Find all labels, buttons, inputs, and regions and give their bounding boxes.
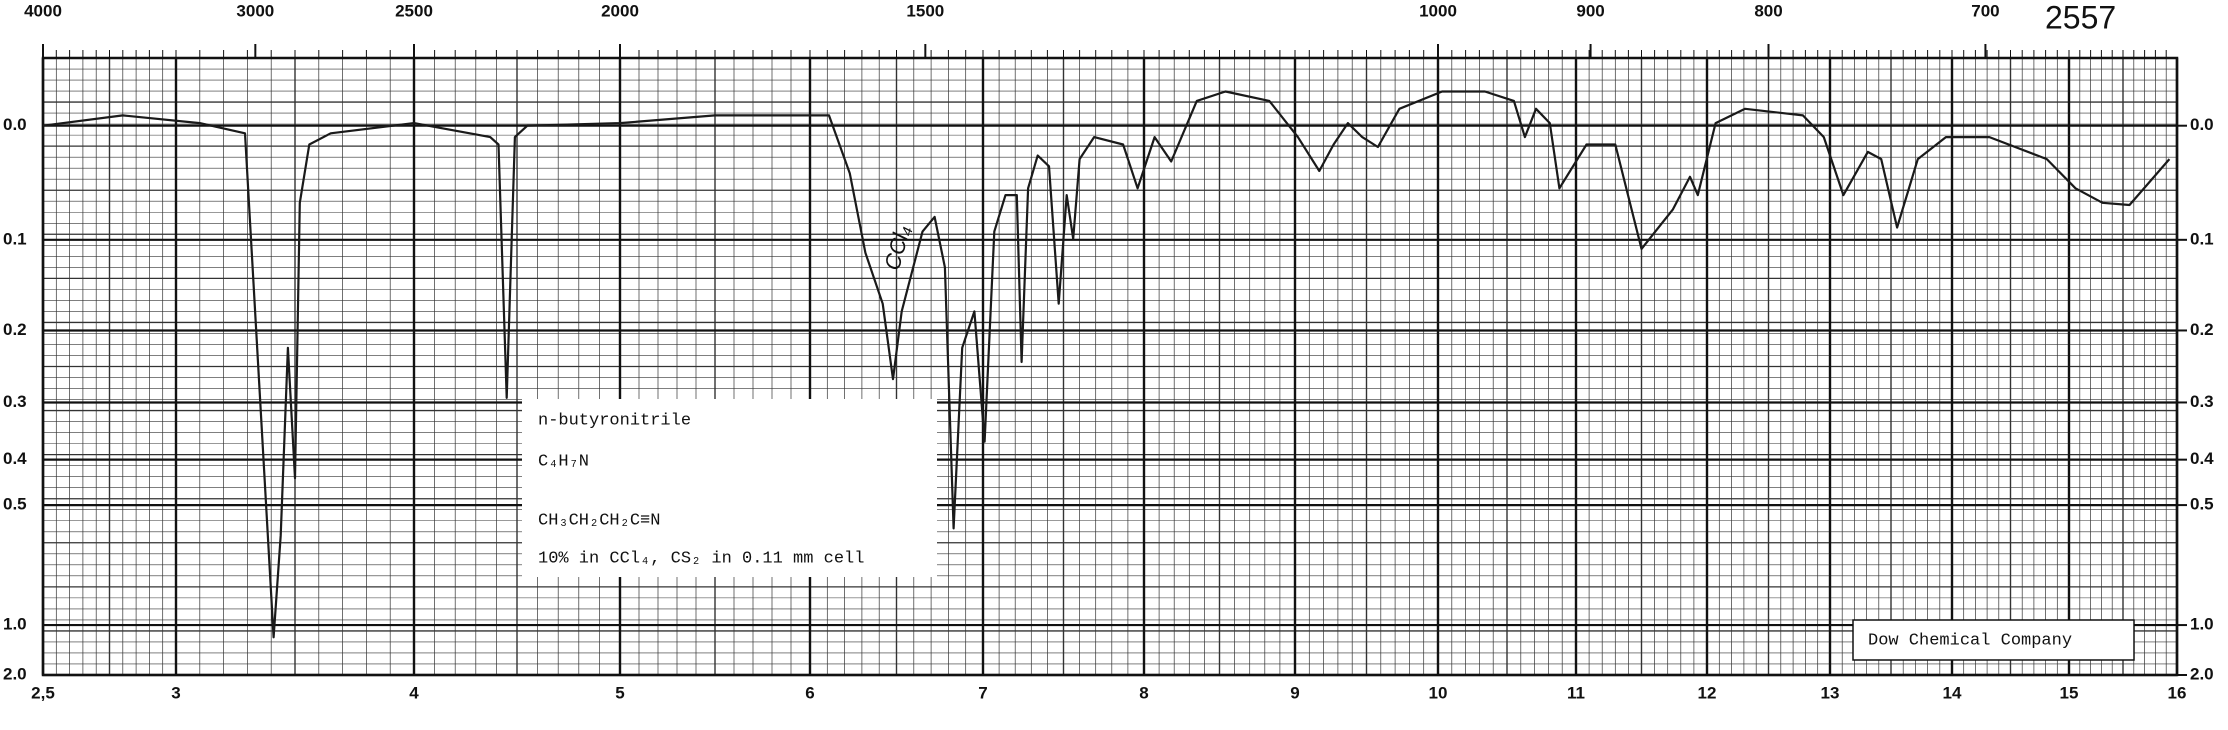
x-tick-label: 9 — [1290, 683, 1299, 702]
y2-tick-label: 0.1 — [2190, 229, 2214, 248]
x-tick-label: 2,5 — [31, 683, 55, 702]
x-tick-label: 3 — [171, 683, 180, 702]
conditions: 10% in CCl₄, CS₂ in 0.11 mm cell — [538, 549, 864, 568]
y2-tick-label: 0.2 — [2190, 320, 2214, 339]
x-tick-label: 11 — [1567, 683, 1585, 702]
y2-tick-label: 2.0 — [2190, 664, 2214, 683]
x2-tick-label: 3000 — [236, 1, 274, 20]
x-tick-label: 8 — [1139, 683, 1148, 702]
plot-frame — [41, 56, 2179, 677]
x-tick-label: 12 — [1698, 683, 1717, 702]
structure: CH₃CH₂CH₂C≡N — [538, 511, 660, 530]
y2-tick-label: 1.0 — [2190, 615, 2214, 634]
x2-tick-label: 900 — [1576, 1, 1604, 20]
x2-tick-label: 1500 — [906, 1, 944, 20]
x-tick-label: 15 — [2060, 683, 2079, 702]
x-tick-label: 16 — [2168, 683, 2187, 702]
x2-tick-label: 2000 — [601, 1, 639, 20]
x2-tick-label: 700 — [1971, 1, 1999, 20]
y-tick-label: 0.5 — [3, 495, 27, 514]
x2-tick-label: 4000 — [24, 1, 62, 20]
x-tick-label: 7 — [978, 683, 987, 702]
x2-tick-label: 800 — [1754, 1, 1782, 20]
x2-tick-label: 2500 — [395, 1, 433, 20]
x-tick-label: 6 — [805, 683, 814, 702]
y-tick-label: 0.1 — [3, 229, 27, 248]
y-tick-label: 0.4 — [3, 449, 27, 468]
y-tick-label: 0.2 — [3, 320, 27, 339]
x-tick-label: 5 — [615, 683, 624, 702]
source-box — [1852, 619, 2135, 661]
source: Dow Chemical Company — [1868, 631, 2072, 650]
y2-tick-label: 0.0 — [2190, 115, 2214, 134]
formula: C₄H₇N — [538, 452, 589, 471]
y2-tick-label: 0.4 — [2190, 449, 2214, 468]
x-tick-label: 13 — [1821, 683, 1840, 702]
y2-tick-label: 0.3 — [2190, 392, 2214, 411]
ref-number: 2557 — [2045, 0, 2116, 35]
y2-tick-label: 0.5 — [2190, 495, 2214, 514]
y-tick-label: 0.0 — [3, 115, 27, 134]
y-tick-label: 0.3 — [3, 392, 27, 411]
grid — [41, 44, 2187, 677]
x2-tick-label: 1000 — [1419, 1, 1457, 20]
x-tick-label: 10 — [1429, 683, 1448, 702]
annotation-layer: n-butyronitrile C₄H₇N CH₃CH₂CH₂C≡N 10% i… — [522, 0, 2135, 661]
annotation-box — [522, 399, 937, 577]
x-tick-label: 14 — [1943, 683, 1962, 702]
y-tick-label: 2.0 — [3, 664, 27, 683]
spectrum-line — [42, 90, 2171, 639]
y-tick-label: 1.0 — [3, 615, 27, 634]
x-tick-label: 4 — [409, 683, 419, 702]
compound-name: n-butyronitrile — [538, 411, 691, 430]
